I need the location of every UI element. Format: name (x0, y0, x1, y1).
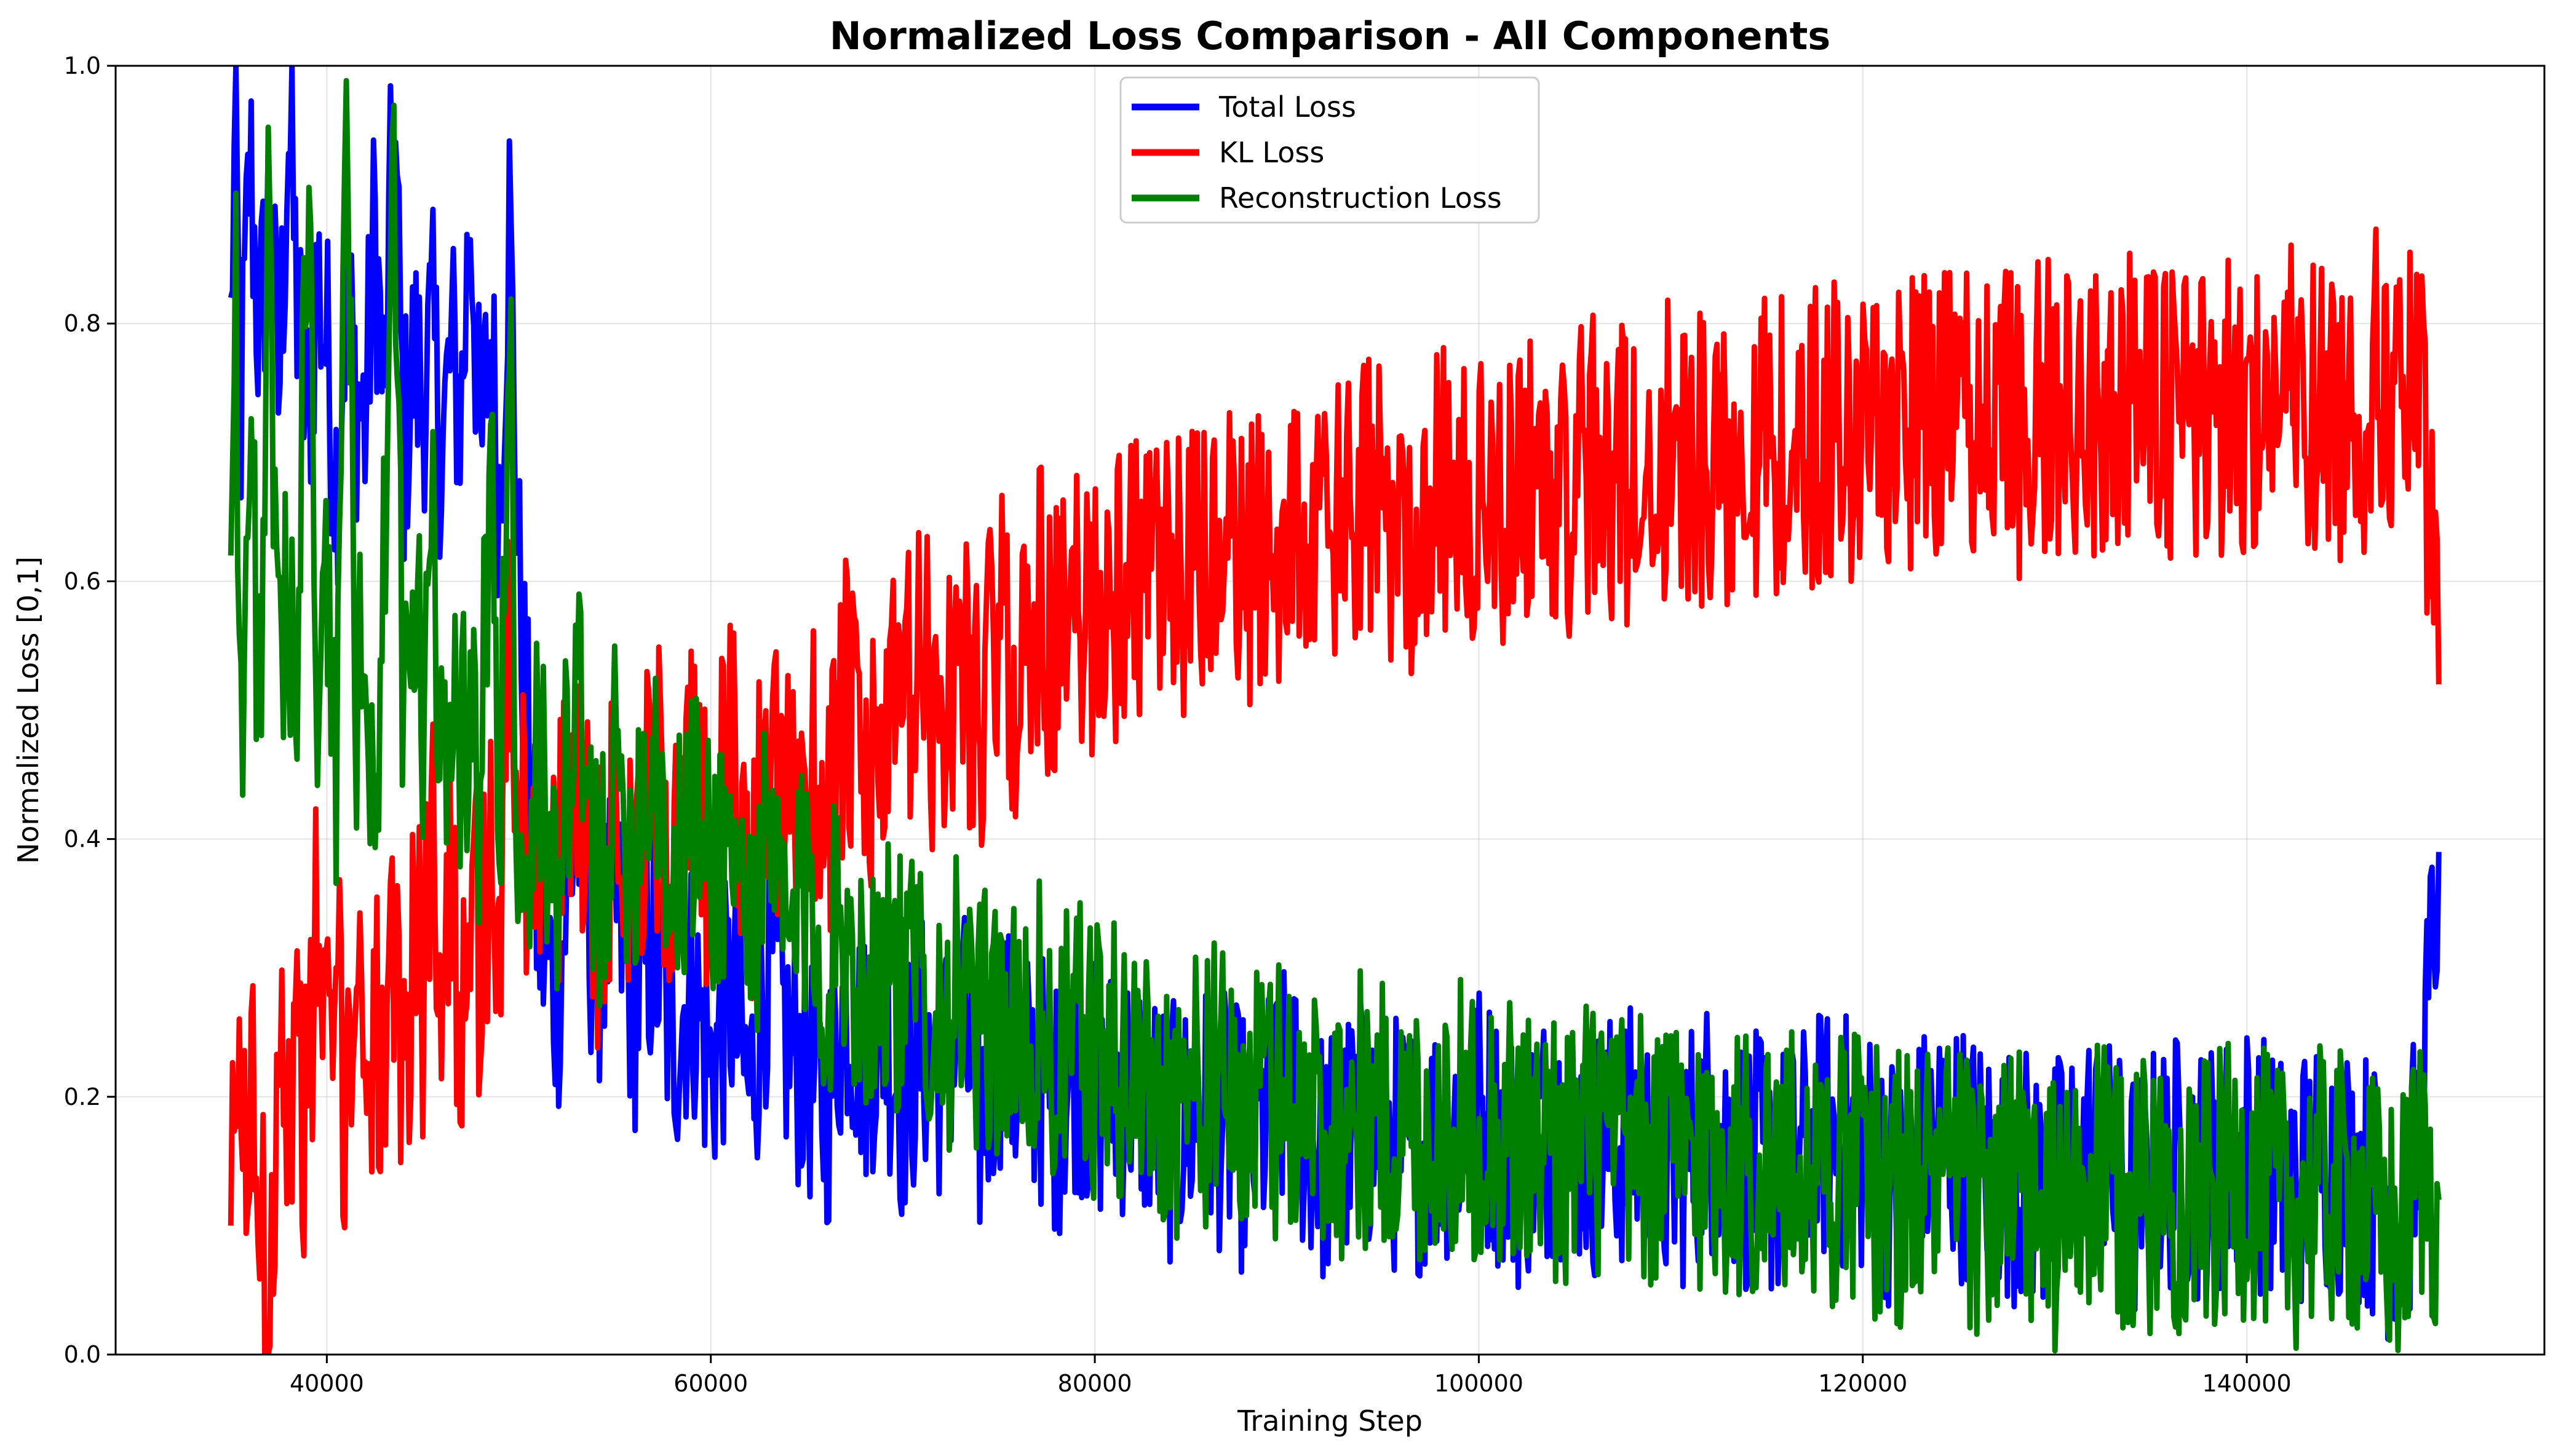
legend-label: KL Loss (1219, 136, 1324, 169)
y-tick-label: 0.2 (64, 1083, 101, 1110)
x-axis-label: Training Step (1237, 1404, 1423, 1438)
series-line-reconstruction-loss (228, 77, 2442, 1354)
legend-box (1119, 76, 1540, 224)
y-tick-label: 0.0 (64, 1341, 101, 1368)
x-tick-label: 80000 (1058, 1370, 1132, 1397)
series-layer (228, 66, 2442, 1355)
chart-title: Normalized Loss Comparison - All Compone… (830, 14, 1831, 58)
x-tick-label: 60000 (673, 1370, 748, 1397)
x-tick-label: 40000 (290, 1370, 364, 1397)
x-tick-label: 120000 (1818, 1370, 1907, 1397)
plot-frame (114, 65, 2546, 1356)
x-tick-label: 140000 (2202, 1370, 2292, 1397)
y-axis-label: Normalized Loss [0,1] (12, 556, 45, 864)
legend-label: Reconstruction Loss (1219, 181, 1502, 215)
y-tick-label: 0.8 (64, 310, 101, 337)
y-tick-label: 1.0 (64, 52, 101, 79)
y-tick-label: 0.4 (64, 826, 101, 853)
y-tick-label: 0.6 (64, 568, 101, 595)
y-axis-ticks: 0.0 0.2 0.4 0.6 0.8 1.0 (64, 52, 116, 1368)
x-axis-ticks: 40000 60000 80000 100000 120000 140000 (290, 1355, 2292, 1397)
legend-label: Total Loss (1218, 90, 1356, 124)
x-tick-label: 100000 (1434, 1370, 1523, 1397)
legend: Total Loss KL Loss Reconstruction Loss (1119, 76, 1540, 224)
